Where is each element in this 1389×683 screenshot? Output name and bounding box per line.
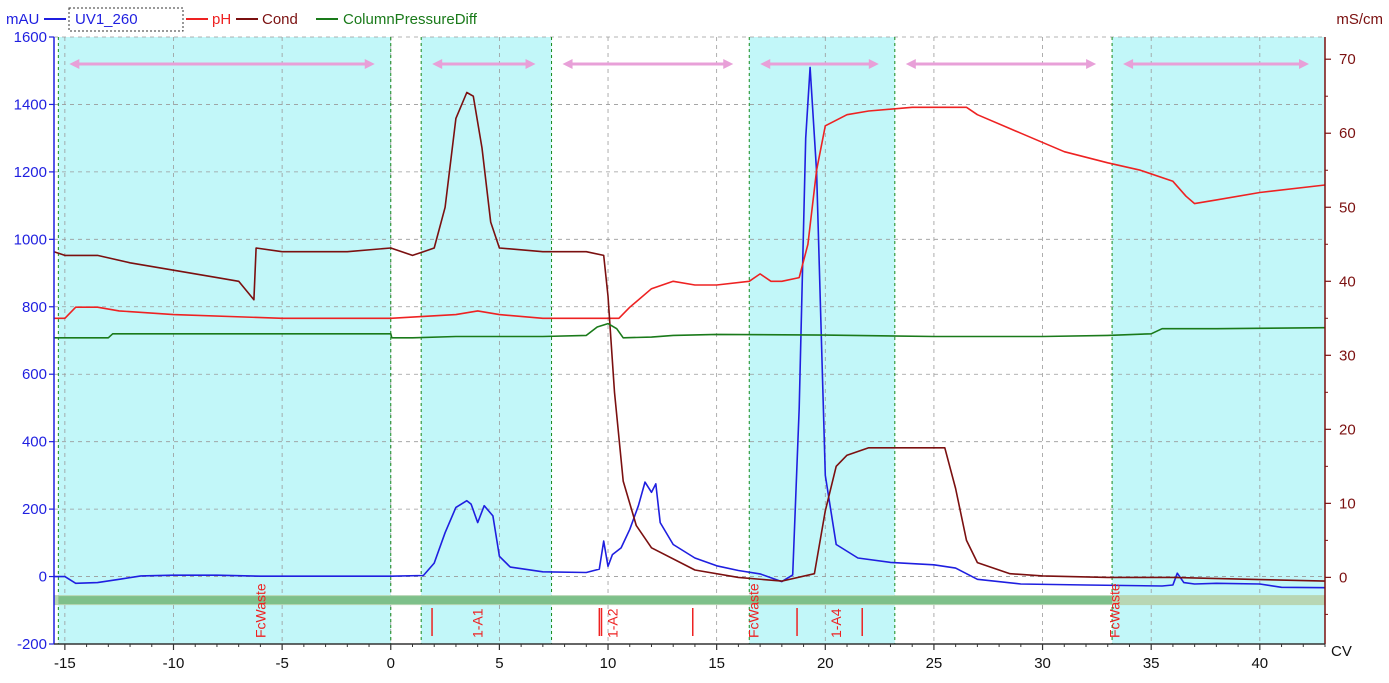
legend-uv-selected-frame [68, 7, 184, 32]
left-tick-label: 1400 [14, 96, 47, 113]
fraction-label: 1-A1 [470, 608, 486, 638]
shaded-band-4 [1112, 37, 1325, 644]
right-tick-label: 40 [1339, 273, 1356, 290]
left-tick-label: -200 [17, 636, 47, 653]
axes: -200020040060080010001200140016000102030… [14, 29, 1356, 672]
fraction-label: FcWaste [746, 583, 762, 638]
fraction-labels: FcWaste 1-A1 1-A2 FcWaste 1-A4 FcWaste [252, 583, 1122, 638]
legend-cpd-label: ColumnPressureDiff [343, 11, 478, 28]
series-lines [53, 66, 1326, 589]
x-tick-label: -15 [54, 655, 76, 672]
left-tick-label: 1000 [14, 231, 47, 248]
phase-boundaries [57, 37, 1113, 644]
fraction-label: FcWaste [1106, 583, 1122, 638]
right-axis-unit: mS/cm [1336, 11, 1383, 28]
x-tick-label: 35 [1143, 655, 1160, 672]
left-tick-label: 0 [39, 569, 47, 586]
right-tick-label: 70 [1339, 51, 1356, 68]
x-tick-label: -10 [163, 655, 185, 672]
x-tick-label: 30 [1034, 655, 1051, 672]
left-axis-unit: mAU [6, 11, 39, 28]
fraction-label: 1-A4 [828, 608, 844, 638]
legend: mAU UV1_260 pH Cond ColumnPressureDiff m… [6, 7, 1383, 660]
phase-arrow-head-left [432, 59, 443, 69]
right-tick-label: 30 [1339, 347, 1356, 364]
phase-arrow-3 [562, 59, 734, 69]
phase-arrow-6 [1123, 59, 1309, 69]
series-line-columnpressurediff [54, 322, 1326, 339]
phase-arrow-2 [432, 59, 536, 69]
phase-arrows [69, 59, 1309, 69]
phase-arrow-head-left [1123, 59, 1134, 69]
x-tick-label: 25 [926, 655, 943, 672]
left-tick-label: 400 [22, 434, 47, 451]
phase-arrow-1 [69, 59, 375, 69]
shaded-bands [58, 37, 1325, 644]
right-tick-label: 0 [1339, 569, 1347, 586]
phase-arrow-head-right [1299, 59, 1309, 69]
legend-cond-label: Cond [262, 11, 298, 28]
phase-arrow-head-right [868, 59, 879, 69]
x-tick-label: -5 [275, 655, 288, 672]
shaded-band-2 [421, 37, 552, 644]
phase-arrow-head-left [562, 59, 573, 69]
phase-arrow-head-left [905, 59, 916, 69]
series-line-uv1_260 [54, 66, 1326, 589]
phase-arrow-head-right [1086, 59, 1097, 69]
phase-arrow-4 [760, 59, 879, 69]
right-tick-label: 10 [1339, 495, 1356, 512]
fraction-label: FcWaste [252, 583, 268, 638]
x-tick-label: 15 [708, 655, 725, 672]
phase-arrow-head-right [364, 59, 375, 69]
series-line-cond [53, 91, 1326, 582]
x-tick-label: 0 [387, 655, 395, 672]
right-tick-label: 50 [1339, 199, 1356, 216]
left-tick-label: 800 [22, 299, 47, 316]
left-tick-label: 1600 [14, 29, 47, 46]
phase-arrow-5 [905, 59, 1097, 69]
left-tick-label: 200 [22, 501, 47, 518]
x-tick-label: 10 [600, 655, 617, 672]
phase-arrow-head-left [69, 59, 80, 69]
phase-arrow-head-right [525, 59, 536, 69]
x-tick-label: 5 [495, 655, 503, 672]
legend-ph-label: pH [212, 11, 231, 28]
fraction-bar [54, 595, 1325, 606]
phase-arrow-head-left [760, 59, 771, 69]
grid-lines [54, 36, 1325, 645]
right-tick-label: 60 [1339, 125, 1356, 142]
left-tick-label: 600 [22, 366, 47, 383]
fraction-label: 1-A2 [604, 608, 620, 638]
right-tick-label: 20 [1339, 421, 1356, 438]
x-tick-label: 40 [1251, 655, 1268, 672]
shaded-band-1 [58, 37, 391, 644]
fraction-bar-fill [58, 596, 1113, 605]
phase-arrow-head-right [723, 59, 734, 69]
x-tick-label: 20 [817, 655, 834, 672]
left-tick-label: 1200 [14, 164, 47, 181]
x-axis-unit: CV [1331, 643, 1352, 660]
series-line-ph [54, 106, 1326, 320]
legend-uv-label: UV1_260 [75, 11, 138, 28]
